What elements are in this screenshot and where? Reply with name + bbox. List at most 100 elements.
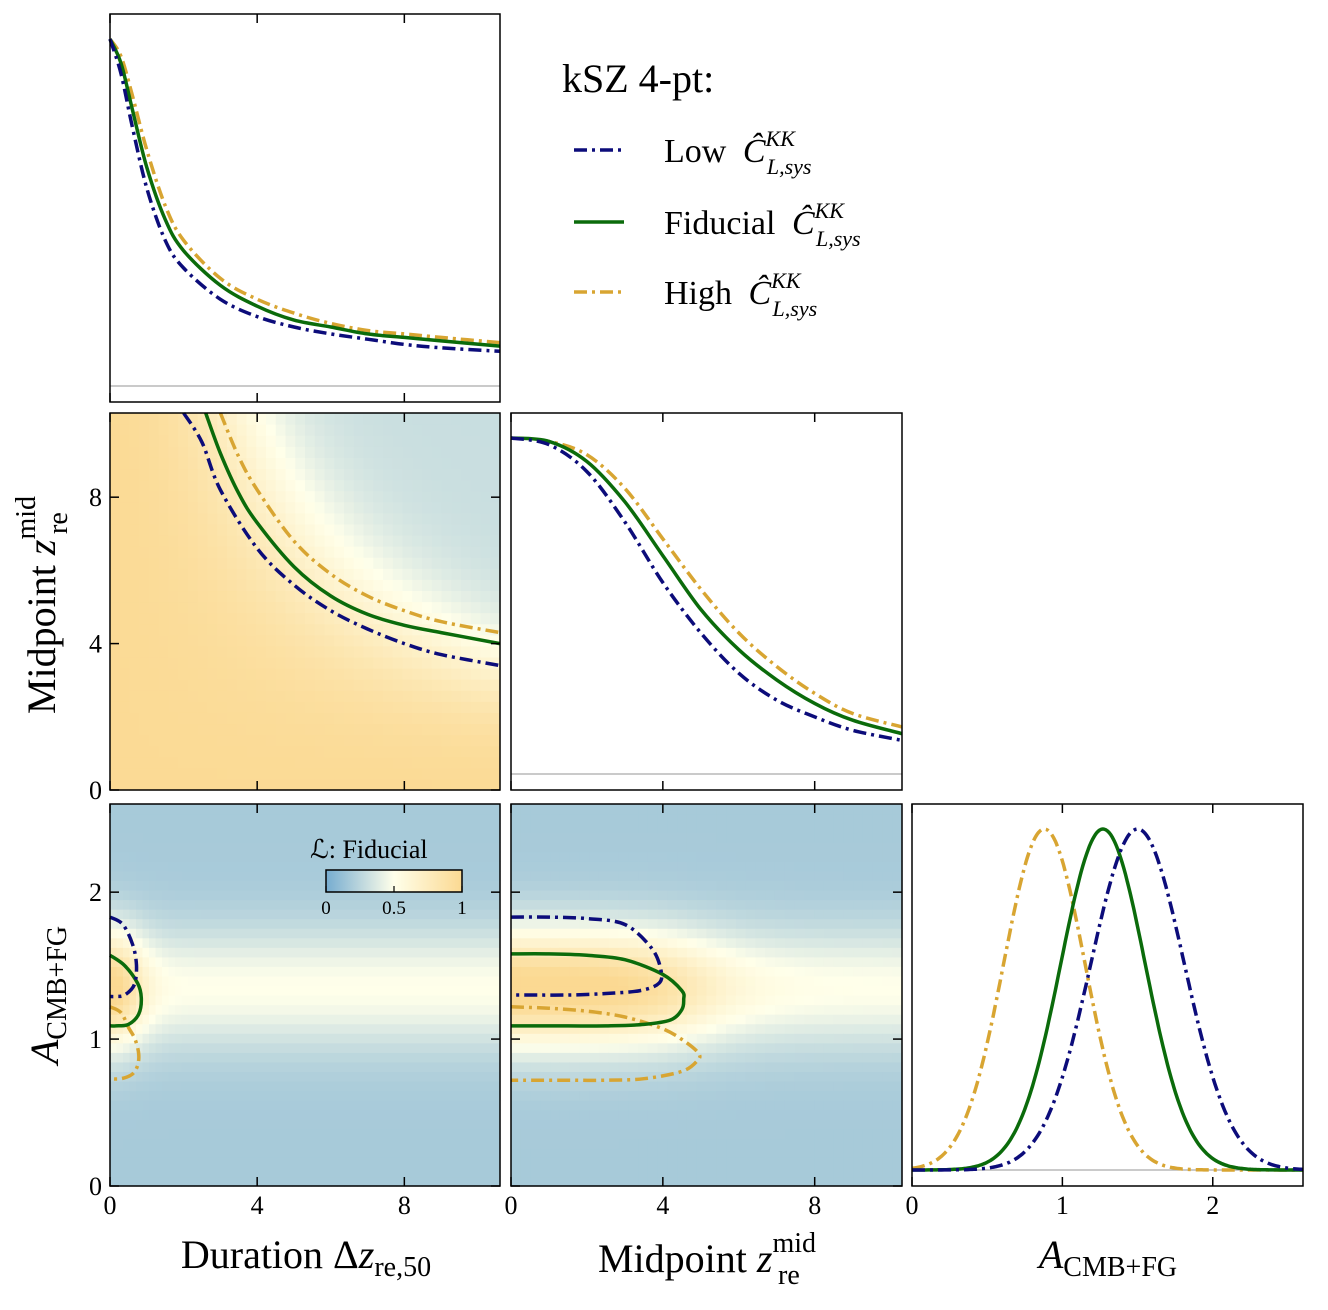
midpoint-amplitude-heat-cell <box>589 1061 600 1072</box>
midpoint-amplitude-heat-cell <box>696 937 708 948</box>
midpoint-amplitude-heat-cell <box>569 1138 581 1149</box>
duration-amplitude-heat-cell <box>383 804 391 815</box>
duration-amplitude-heat-cell <box>428 1090 436 1101</box>
midpoint-amplitude-heat-cell <box>550 985 561 996</box>
midpoint-amplitude-heat-cell <box>657 1109 669 1120</box>
duration-amplitude-heat-cell <box>311 1014 319 1025</box>
duration-amplitude-heat-cell <box>129 1157 137 1168</box>
duration-amplitude-heat-cell <box>448 947 456 958</box>
duration-midpoint-heat-cell <box>227 424 238 436</box>
duration-amplitude-heat-cell <box>136 1061 144 1072</box>
midpoint-amplitude-heat-cell <box>647 804 659 815</box>
duration-amplitude-heat-cell <box>227 1071 235 1082</box>
duration-midpoint-heat-cell <box>480 512 491 525</box>
midpoint-amplitude-heat-cell <box>618 851 629 862</box>
duration-amplitude-heat-cell <box>149 995 157 1006</box>
duration-midpoint-heat-cell <box>402 723 413 736</box>
midpoint-amplitude-heat-cell <box>628 851 639 862</box>
duration-amplitude-heat-cell <box>409 918 417 929</box>
duration-amplitude-heat-cell <box>259 1147 267 1158</box>
duration-midpoint-heat-cell <box>353 479 365 492</box>
duration-midpoint-heat-cell <box>266 590 277 603</box>
midpoint-amplitude-heat-cell <box>657 851 669 862</box>
midpoint-amplitude-heat-cell <box>647 1061 659 1072</box>
midpoint-amplitude-heat-cell <box>628 1128 639 1139</box>
duration-amplitude-heat-cell <box>253 1042 261 1053</box>
duration-amplitude-heat-cell <box>402 813 410 824</box>
midpoint-amplitude-heat-cell <box>745 947 756 958</box>
duration-amplitude-heat-cell <box>142 1052 150 1063</box>
duration-midpoint-heat-cell <box>402 479 413 492</box>
midpoint-amplitude-heat-cell <box>638 870 649 881</box>
duration-amplitude-heat-cell <box>383 966 391 977</box>
duration-amplitude-heat-cell <box>194 1147 202 1158</box>
duration-midpoint-heat-cell <box>217 579 228 592</box>
midpoint-amplitude-heat-cell <box>569 937 581 948</box>
duration-amplitude-heat-cell <box>344 918 352 929</box>
duration-midpoint-heat-cell <box>119 756 131 769</box>
duration-amplitude-heat-cell <box>123 947 131 958</box>
duration-amplitude-heat-cell <box>480 975 488 987</box>
duration-amplitude-heat-cell <box>396 1004 404 1015</box>
duration-midpoint-heat-cell <box>188 601 199 614</box>
duration-amplitude-heat-cell <box>181 1119 189 1130</box>
duration-amplitude-heat-cell <box>422 1166 430 1178</box>
duration-amplitude-heat-cell <box>318 918 326 929</box>
midpoint-amplitude-heat-cell <box>520 1090 532 1101</box>
duration-amplitude-heat-cell <box>448 1033 456 1044</box>
midpoint-amplitude-heat-cell <box>608 813 620 824</box>
duration-amplitude-heat-cell <box>435 1090 443 1101</box>
duration-midpoint-heat-cell <box>217 523 228 536</box>
duration-amplitude-heat-cell <box>142 1061 150 1072</box>
midpoint-amplitude-heat-cell <box>784 1176 796 1187</box>
duration-midpoint-heat-cell <box>236 568 248 580</box>
duration-amplitude-heat-cell <box>331 985 339 996</box>
duration-amplitude-heat-cell <box>448 851 456 862</box>
duration-amplitude-heat-cell <box>467 1176 475 1187</box>
duration-midpoint-heat-cell <box>236 435 248 447</box>
duration-amplitude-heat-cell <box>168 1109 176 1120</box>
duration-amplitude-heat-cell <box>357 937 365 948</box>
duration-amplitude-heat-cell <box>305 1080 313 1092</box>
midpoint-amplitude-heat-cell <box>726 1042 737 1053</box>
midpoint-amplitude-heat-cell <box>520 832 532 843</box>
duration-amplitude-heat-cell <box>409 842 417 853</box>
midpoint-amplitude-heat-cell <box>774 823 786 834</box>
duration-amplitude-heat-cell <box>285 842 293 853</box>
midpoint-amplitude-heat-cell <box>716 880 727 891</box>
midpoint-amplitude-heat-cell <box>696 1023 708 1034</box>
duration-amplitude-heat-cell <box>370 889 378 901</box>
duration-midpoint-heat-cell <box>197 501 209 514</box>
midpoint-amplitude-heat-cell <box>559 842 571 853</box>
midpoint-amplitude-heat-cell <box>540 937 551 948</box>
duration-midpoint-heat-cell <box>383 612 394 625</box>
midpoint-amplitude-heat-cell <box>696 1042 708 1053</box>
duration-amplitude-heat-cell <box>461 1100 469 1111</box>
duration-amplitude-heat-cell <box>155 1061 163 1072</box>
duration-amplitude-heat-cell <box>175 947 183 958</box>
duration-amplitude-heat-cell <box>214 1071 222 1082</box>
duration-midpoint-heat-cell <box>480 490 491 503</box>
duration-midpoint-heat-cell <box>178 424 189 436</box>
midpoint-amplitude-heat-cell <box>559 1014 571 1025</box>
duration-midpoint-heat-cell <box>392 457 404 470</box>
midpoint-amplitude-heat-cell <box>745 1071 756 1082</box>
duration-amplitude-heat-cell <box>435 947 443 958</box>
midpoint-amplitude-heat-cell <box>647 1042 659 1053</box>
duration-amplitude-heat-cell <box>233 1128 241 1139</box>
duration-amplitude-heat-cell <box>402 985 410 996</box>
duration-amplitude-heat-cell <box>474 851 482 862</box>
duration-amplitude-heat-cell <box>448 966 456 977</box>
midpoint-amplitude-heat-cell <box>755 918 766 929</box>
midpoint-amplitude-heat-cell <box>511 1071 522 1082</box>
duration-amplitude-heat-cell <box>194 1100 202 1111</box>
duration-amplitude-heat-cell <box>272 1004 280 1015</box>
duration-amplitude-heat-cell <box>474 995 482 1006</box>
duration-amplitude-heat-cell <box>123 1176 131 1187</box>
duration-amplitude-heat-cell <box>116 889 124 901</box>
midpoint-amplitude-heat-cell <box>647 1052 659 1063</box>
midpoint-amplitude-heat-cell <box>735 899 747 910</box>
midpoint-amplitude-heat-cell <box>628 1061 639 1072</box>
duration-amplitude-heat-cell <box>279 1071 287 1082</box>
duration-amplitude-heat-cell <box>487 1119 495 1130</box>
